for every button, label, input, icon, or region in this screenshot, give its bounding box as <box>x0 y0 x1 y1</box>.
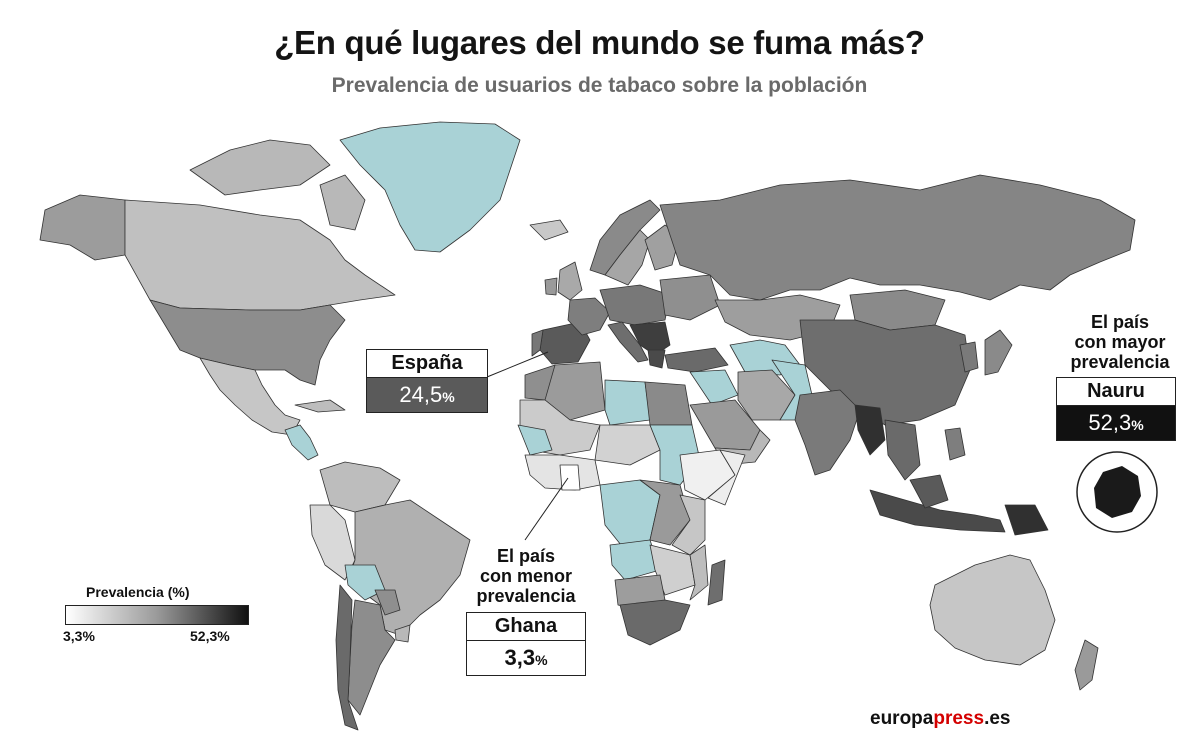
new-zealand <box>1074 639 1099 691</box>
alaska <box>39 194 126 261</box>
canada-arctic-islands <box>189 139 331 196</box>
russia <box>659 174 1136 301</box>
myanmar <box>854 404 886 456</box>
south-africa <box>619 599 691 646</box>
spain-callout: España 24,5% <box>366 349 488 413</box>
source-logo: europapress.es <box>870 708 1010 730</box>
source-part3: .es <box>984 708 1011 729</box>
ukraine-belarus <box>659 274 721 321</box>
india <box>794 389 861 476</box>
ghana <box>559 464 581 491</box>
chile <box>335 584 359 731</box>
source-part2: press <box>933 708 985 729</box>
chad-niger <box>594 424 661 466</box>
highest-caption-line2: con mayor <box>1074 332 1166 352</box>
usa <box>149 299 346 386</box>
algeria <box>544 361 606 421</box>
papua <box>1004 504 1049 536</box>
madagascar <box>707 559 726 606</box>
highest-caption-line3: prevalencia <box>1070 352 1170 372</box>
congo <box>639 479 691 546</box>
legend-title: Prevalencia (%) <box>86 584 190 600</box>
ghana-value: 3,3 <box>504 645 536 670</box>
map-subtitle: Prevalencia de usuarios de tabaco sobre … <box>331 74 868 97</box>
turkey <box>664 347 729 373</box>
colombia-venezuela <box>319 461 401 513</box>
legend-min-label: 3,3% <box>63 628 95 644</box>
central-america <box>284 424 319 461</box>
source-part1: europa <box>870 708 934 729</box>
libya <box>604 379 651 426</box>
korea <box>959 341 979 373</box>
nauru-unit: % <box>1131 417 1144 433</box>
lowest-caption: El país con menor prevalencia <box>466 546 586 606</box>
legend-max-label: 52,3% <box>190 628 230 644</box>
egypt <box>644 381 693 426</box>
syria-iraq <box>689 369 739 406</box>
ireland <box>544 277 558 296</box>
australia <box>929 554 1056 666</box>
nauru-callout: Nauru 52,3% <box>1056 377 1176 441</box>
china <box>799 319 971 426</box>
italy <box>607 321 649 363</box>
mauritania-mali <box>517 424 553 456</box>
highest-caption: El país con mayor prevalencia <box>1060 312 1180 372</box>
central-europe <box>599 284 671 326</box>
iceland <box>529 219 569 241</box>
angola <box>609 539 661 581</box>
ghana-unit: % <box>535 652 548 668</box>
ghana-name: Ghana <box>467 613 585 641</box>
ghana-callout: Ghana 3,3% <box>466 612 586 676</box>
highest-caption-line1: El país <box>1090 312 1150 332</box>
lowest-caption-line3: prevalencia <box>476 586 576 606</box>
spain-leader-line <box>486 351 549 378</box>
france <box>567 297 611 336</box>
ghana-value-box: 3,3% <box>467 641 585 675</box>
uk <box>557 261 583 301</box>
portugal <box>531 329 544 357</box>
nauru-value-box: 52,3% <box>1057 406 1175 440</box>
cuba <box>294 399 346 413</box>
lowest-caption-line1: El país <box>496 546 556 566</box>
greece <box>647 349 666 369</box>
borneo <box>909 474 949 509</box>
uruguay <box>394 624 411 643</box>
legend-gradient-bar <box>65 605 249 625</box>
paraguay <box>374 589 401 616</box>
spain-name: España <box>367 350 487 378</box>
spain-value: 24,5 <box>399 382 443 407</box>
spain-value-box: 24,5% <box>367 378 487 412</box>
somalia <box>707 449 746 506</box>
greenland <box>339 121 521 253</box>
indonesia <box>869 489 1006 533</box>
nauru-name: Nauru <box>1057 378 1175 406</box>
spain-unit: % <box>442 389 455 405</box>
baffin-island <box>319 174 366 231</box>
nauru-shape <box>1094 466 1141 518</box>
ghana-leader-line <box>524 477 569 541</box>
map-title: ¿En qué lugares del mundo se fuma más? <box>274 24 925 61</box>
indochina <box>884 419 921 481</box>
nauru-value: 52,3 <box>1088 410 1132 435</box>
mozambique <box>689 544 709 601</box>
bolivia <box>344 564 386 601</box>
philippines <box>944 427 966 461</box>
japan <box>984 329 1013 376</box>
lowest-caption-line2: con menor <box>479 566 572 586</box>
